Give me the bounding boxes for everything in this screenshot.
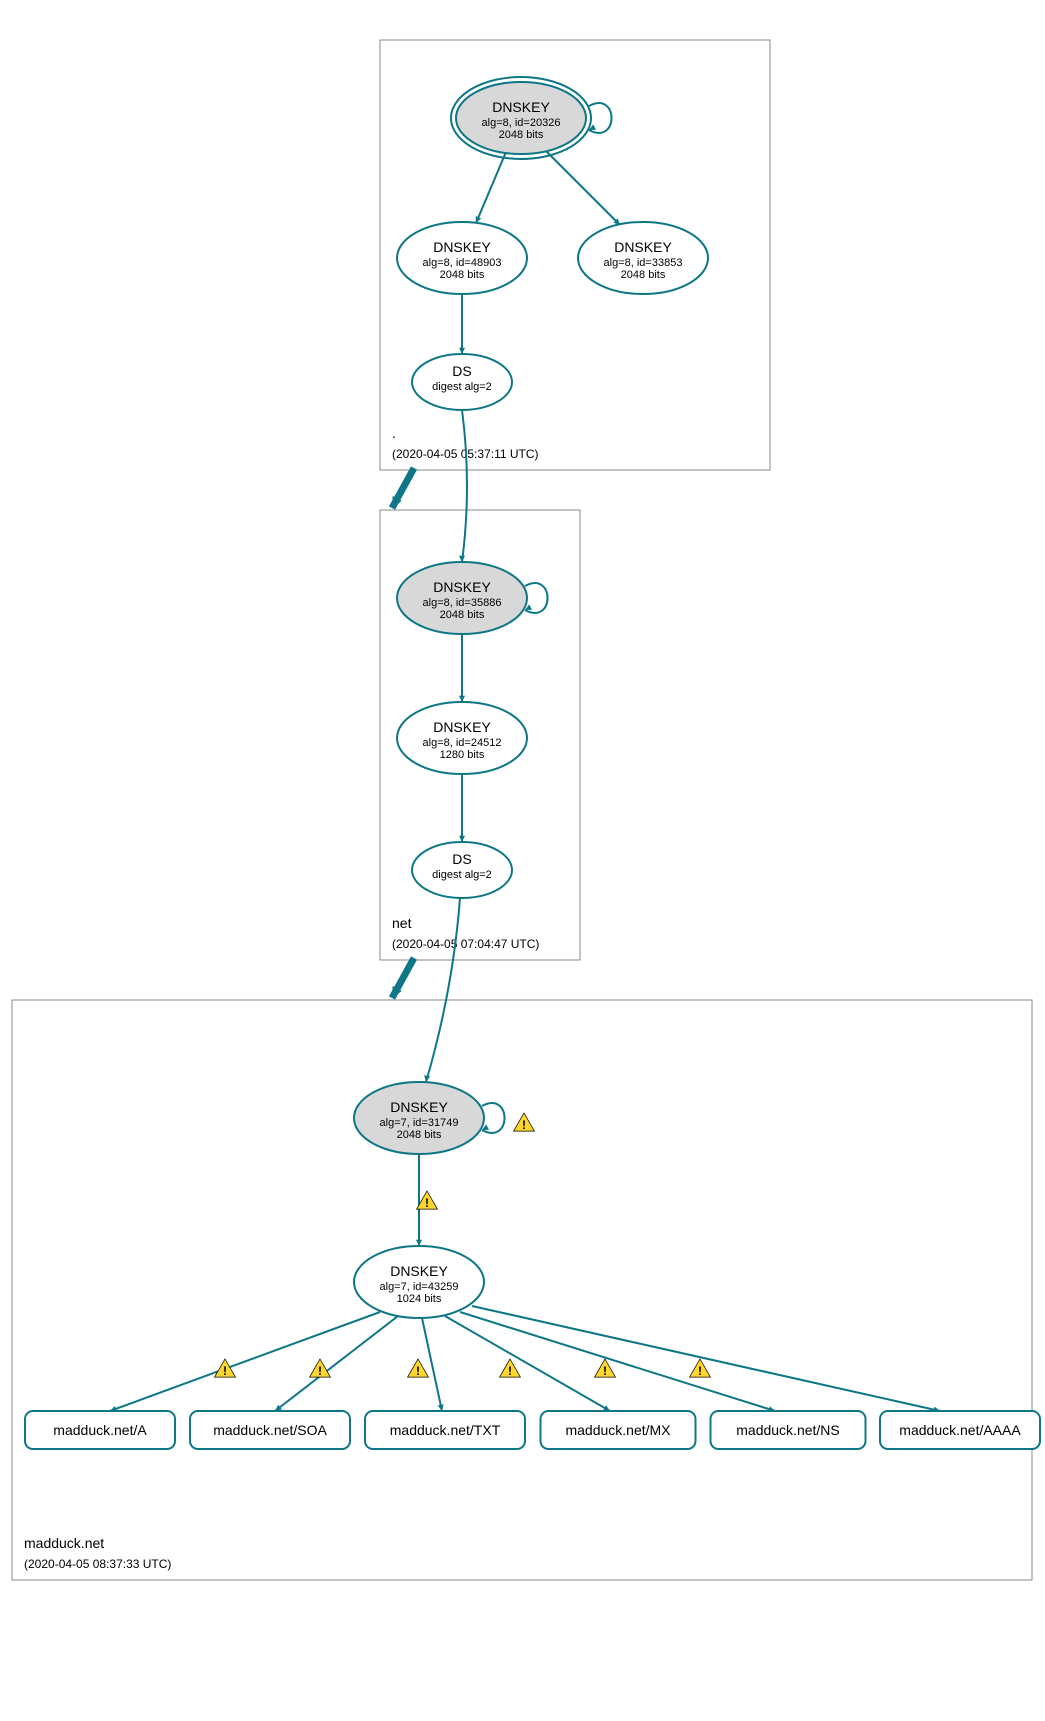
node-sub1: alg=7, id=31749 (380, 1117, 459, 1129)
node-title: DS (452, 363, 471, 379)
record-label: madduck.net/MX (565, 1422, 671, 1438)
node-title: DNSKEY (433, 579, 491, 595)
zone-madduck: madduck.net (2020-04-05 08:37:33 UTC) (12, 1000, 1032, 1580)
record-rec-ns: madduck.net/NS (711, 1411, 866, 1449)
node-sub1: alg=8, id=33853 (604, 257, 683, 269)
node-sub2: 2048 bits (397, 1129, 442, 1141)
node-sub2: 1280 bits (440, 749, 485, 761)
node-title: DNSKEY (390, 1263, 448, 1279)
record-rec-txt: madduck.net/TXT (365, 1411, 525, 1449)
svg-text:!: ! (416, 1364, 420, 1378)
node-sub1: alg=7, id=43259 (380, 1281, 459, 1293)
edge-mad-ksk-mad-zsk: ! (416, 1154, 437, 1246)
edge-root-ksk-root-zsk2 (545, 150, 620, 225)
node-root-zsk1: DNSKEY alg=8, id=489032048 bits (397, 222, 527, 294)
svg-text:!: ! (425, 1196, 429, 1210)
zone-time: (2020-04-05 07:04:47 UTC) (392, 937, 539, 951)
record-rec-a: madduck.net/A (25, 1411, 175, 1449)
record-rec-aaaa: madduck.net/AAAA (880, 1411, 1040, 1449)
node-mad-zsk: DNSKEY alg=7, id=432591024 bits (354, 1246, 484, 1318)
node-sub2: 1024 bits (397, 1293, 442, 1305)
record-rec-mx: madduck.net/MX (541, 1411, 696, 1449)
node-sub1: digest alg=2 (432, 381, 492, 393)
edge-net-ksk-net-zsk (459, 634, 465, 702)
zone-time: (2020-04-05 08:37:33 UTC) (24, 1557, 171, 1571)
svg-text:!: ! (508, 1364, 512, 1378)
node-title: DNSKEY (433, 239, 491, 255)
node-title: DS (452, 851, 471, 867)
node-sub1: alg=8, id=20326 (482, 117, 561, 129)
svg-text:!: ! (318, 1364, 322, 1378)
node-sub1: digest alg=2 (432, 869, 492, 881)
svg-text:!: ! (522, 1118, 526, 1132)
node-mad-ksk: DNSKEY alg=7, id=317492048 bits! (354, 1082, 534, 1154)
edge-net-zsk-net-ds (459, 774, 465, 842)
edge-mad-zsk-rec-soa: ! (275, 1316, 398, 1411)
record-label: madduck.net/NS (736, 1422, 840, 1438)
node-sub1: alg=8, id=24512 (423, 737, 502, 749)
svg-text:!: ! (698, 1364, 702, 1378)
node-net-ksk: DNSKEY alg=8, id=358862048 bits (397, 562, 548, 634)
node-root-zsk2: DNSKEY alg=8, id=338532048 bits (578, 222, 708, 294)
record-label: madduck.net/AAAA (899, 1422, 1021, 1438)
record-label: madduck.net/SOA (213, 1422, 327, 1438)
edge-mad-zsk-rec-mx: ! (445, 1316, 610, 1411)
edge-mad-zsk-rec-aaaa: ! (472, 1306, 940, 1413)
edge-root-ksk-root-zsk1 (476, 152, 506, 223)
edge-mad-zsk-rec-txt: ! (408, 1318, 444, 1411)
node-title: DNSKEY (492, 99, 550, 115)
node-sub1: alg=8, id=48903 (423, 257, 502, 269)
zone-label: net (392, 915, 412, 931)
node-net-zsk: DNSKEY alg=8, id=245121280 bits (397, 702, 527, 774)
zone-label: madduck.net (24, 1535, 104, 1551)
node-sub2: 2048 bits (621, 269, 666, 281)
node-sub1: alg=8, id=35886 (423, 597, 502, 609)
zone-label: . (392, 425, 396, 441)
record-label: madduck.net/A (53, 1422, 147, 1438)
dnssec-diagram: .(2020-04-05 05:37:11 UTC)net(2020-04-05… (0, 0, 1045, 1721)
svg-text:!: ! (603, 1364, 607, 1378)
edge-root-zsk1-root-ds (459, 294, 465, 354)
edge-net-ds-mad-ksk (424, 898, 460, 1082)
node-root-ds: DS digest alg=2 (412, 354, 512, 410)
edge-mad-zsk-rec-ns: ! (460, 1312, 775, 1412)
node-title: DNSKEY (433, 719, 491, 735)
node-title: DNSKEY (614, 239, 672, 255)
node-sub2: 2048 bits (440, 609, 485, 621)
node-sub2: 2048 bits (499, 129, 544, 141)
record-rec-soa: madduck.net/SOA (190, 1411, 350, 1449)
zone-arrow (392, 958, 414, 998)
svg-text:!: ! (223, 1364, 227, 1378)
edge-root-ds-net-ksk (459, 410, 467, 562)
node-sub2: 2048 bits (440, 269, 485, 281)
node-title: DNSKEY (390, 1099, 448, 1115)
node-net-ds: DS digest alg=2 (412, 842, 512, 898)
zone-arrow (392, 468, 414, 508)
node-root-ksk: DNSKEY alg=8, id=203262048 bits (451, 77, 612, 159)
record-label: madduck.net/TXT (390, 1422, 501, 1438)
